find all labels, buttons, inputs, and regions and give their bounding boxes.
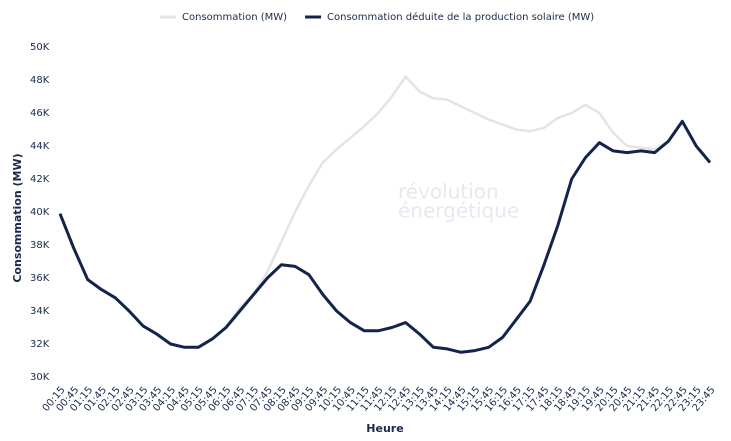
- y-tick-label: 48K: [30, 75, 50, 86]
- y-tick-label: 34K: [30, 306, 50, 317]
- y-axis-label: Consommation (MW): [11, 153, 24, 282]
- series-line: [58, 119, 712, 354]
- y-tick-label: 42K: [30, 174, 50, 185]
- y-tick-label: 40K: [30, 207, 50, 218]
- y-tick-label: 30K: [30, 372, 50, 383]
- y-tick-label: 46K: [30, 108, 50, 119]
- y-tick-label: 38K: [30, 240, 50, 251]
- watermark: énergétique: [398, 199, 519, 223]
- legend-label: Consommation (MW): [182, 12, 287, 23]
- legend-label: Consommation déduite de la production so…: [327, 11, 594, 23]
- y-tick-label: 36K: [30, 273, 50, 284]
- y-tick-label: 44K: [30, 141, 50, 152]
- watermark: révolution: [398, 180, 499, 204]
- series-line: [58, 75, 711, 349]
- y-tick-label: 32K: [30, 339, 50, 350]
- y-tick-label: 50K: [30, 42, 50, 53]
- x-axis-label: Heure: [366, 422, 403, 435]
